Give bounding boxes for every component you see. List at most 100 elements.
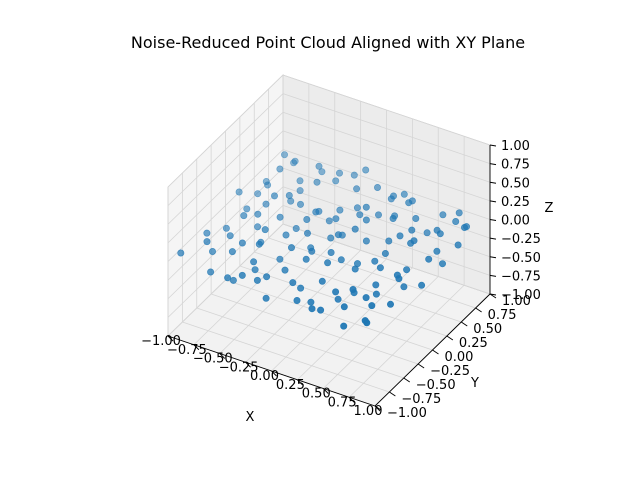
scatter-point [395,275,403,283]
y-tick [403,377,410,383]
x-tick-label: −1.00 [141,334,181,349]
scatter-point [340,303,348,311]
scatter-point [371,257,379,265]
grid-line [348,284,465,398]
scatter-point [251,266,259,274]
chart-title: Noise-Reduced Point Cloud Aligned with X… [130,33,526,52]
scatter-point [250,258,258,266]
grid-lines [167,74,491,407]
scatter-point [372,281,380,289]
scatter-point [287,244,295,252]
scatter-point [353,204,361,212]
scatter-point [385,237,393,245]
scatter-point [362,237,370,245]
grid-line [297,267,413,381]
scatter-point [282,231,290,239]
z-tick [489,293,497,296]
z-tick-label: −0.75 [501,269,541,284]
scatter-point [425,255,433,263]
scatter-point [439,211,447,219]
scatter-point [400,283,408,291]
scatter-point [363,319,371,327]
scatter-point [362,166,370,174]
scatter-point [460,224,468,232]
y-tick [489,293,497,299]
scatter-point [455,209,463,217]
scatter-point [307,298,315,306]
scatter-point [270,192,278,200]
scatter-point [302,255,310,263]
scatter-point [349,285,357,293]
scatter-point [332,215,340,223]
grid-line [167,111,284,225]
scatter-point [438,260,446,268]
scatter-point [351,225,359,233]
z-tick-label: −0.25 [501,232,541,247]
scatter-point [291,157,299,165]
scatter-point [412,215,420,223]
scatter-point [318,168,326,176]
grid-line [254,251,462,323]
grid-line [167,93,284,206]
x-tick-label: −0.50 [193,352,233,367]
scatter-point [312,208,320,216]
scatter-point [224,274,232,282]
grid-line [282,111,491,183]
scatter-point [207,268,215,276]
x-axis-label: X [246,410,255,425]
scatter-point [229,276,237,284]
scatter-point [362,216,370,224]
scatter-point [373,184,381,192]
scatter-point [376,264,384,272]
x-tick-label: −0.75 [167,343,207,358]
scatter-point [228,248,236,256]
scatter-point [254,190,262,198]
grid-line [167,130,284,244]
y-tick [389,391,396,397]
scatter-point [405,199,413,207]
z-tick [489,256,497,259]
grid-line [282,93,491,165]
grid-line [322,276,439,389]
scatter-point [334,295,342,303]
y-tick-label: −0.25 [430,364,470,379]
y-tick-label: 0.75 [488,308,517,323]
scatter-point [226,232,234,240]
x-tick-label: 0.50 [302,387,331,402]
scatter-point [255,240,263,248]
x-tick-label: 0.25 [276,378,305,393]
scatter-point [335,169,343,177]
scatter-point [262,294,270,302]
grid-line [225,279,433,351]
scatter-point [332,288,340,296]
scatter-point [433,247,441,255]
scatter-point [389,192,397,200]
z-tick [489,200,497,203]
scatter-point [423,229,431,237]
x-tick-label: 0.75 [328,395,357,410]
scatter-point [289,279,297,287]
scatter-point [372,290,380,298]
y-tick-label: 1.00 [502,294,531,309]
scatter-point [356,211,364,219]
grid-line [167,74,284,188]
scatter-point [276,213,284,221]
x-tick [271,370,277,377]
scatter-point [293,296,301,304]
z-tick-label: −1.00 [501,288,541,303]
scatter-point [418,281,426,289]
z-tick [489,144,497,147]
scatter-point [240,212,248,220]
x-tick [297,379,303,386]
scatter-point [452,218,460,226]
scatter-point [243,205,251,213]
y-tick [446,335,454,341]
scatter-point [280,151,288,159]
scatter-point [296,177,304,185]
x-tick-label: 1.00 [354,404,383,419]
z-axis-label: Z [545,201,554,216]
grid-line [282,149,491,220]
scatter-point [381,250,389,258]
